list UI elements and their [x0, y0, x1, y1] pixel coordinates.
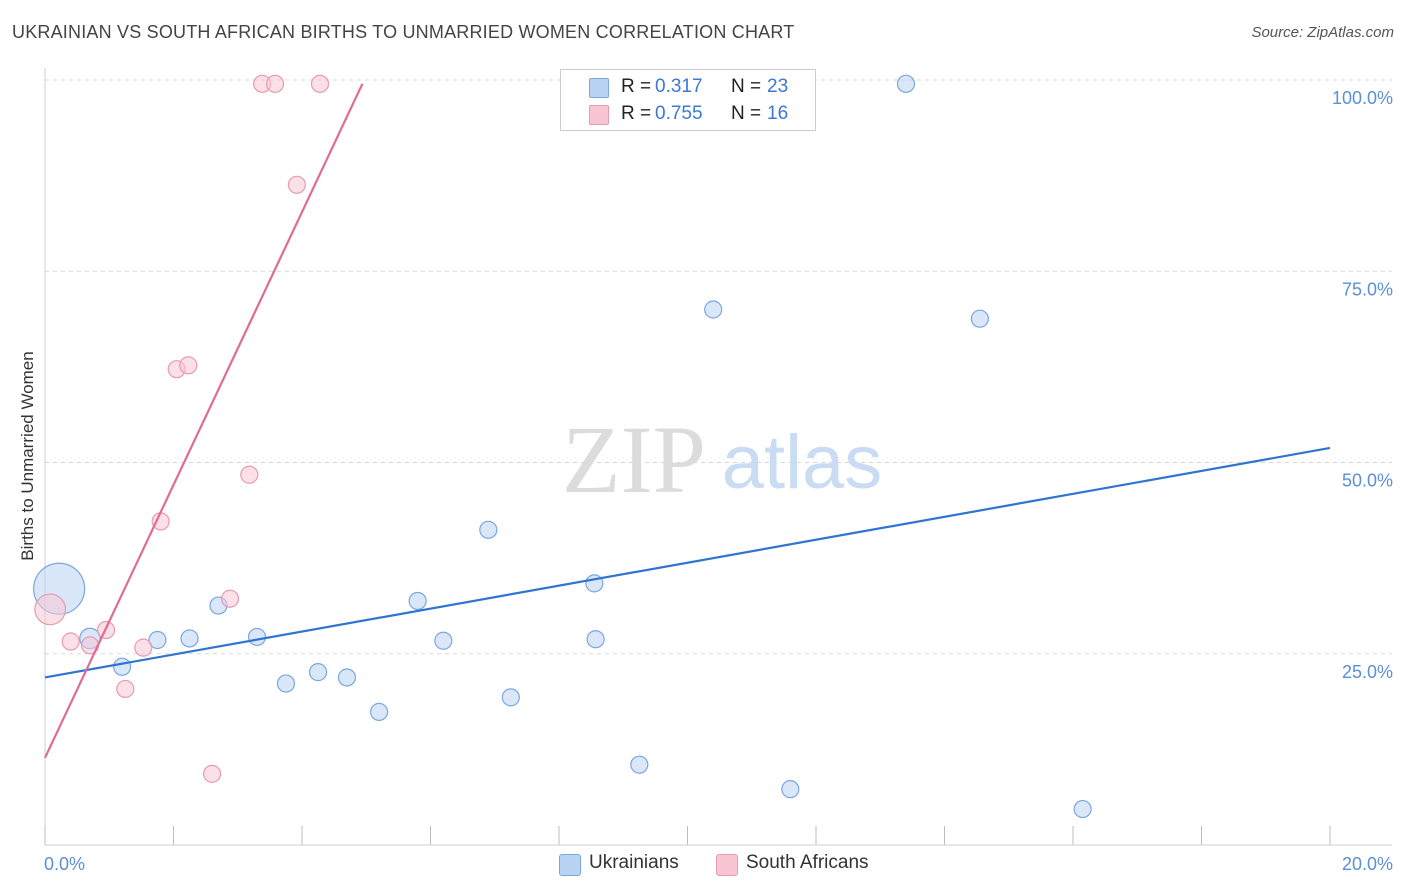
legend-row-south-africans: R = 0.755 N = 16	[561, 101, 815, 127]
ukrainian-point-7	[276, 674, 296, 693]
correlation-legend: R = 0.317 N = 23 R = 0.755 N = 16	[560, 69, 816, 131]
ukrainian-point-4	[180, 629, 199, 648]
ukrainian-trendline	[44, 446, 1331, 679]
legend-r-value: 0.755	[655, 103, 703, 124]
legend-n-value: 23	[767, 76, 789, 97]
axis-layer	[44, 68, 1392, 846]
south-african-point-1	[61, 632, 80, 651]
legend-swatch-ukrainians	[559, 854, 581, 876]
label-layer: 100.0% 75.0% 50.0% 25.0% 0.0% 20.0%	[44, 88, 1393, 874]
ukrainian-point-2	[112, 657, 132, 676]
x-tick-label-max: 20.0%	[1342, 854, 1393, 874]
y-tick-label-100: 100.0%	[1332, 88, 1393, 108]
trend-layer	[44, 83, 1331, 759]
legend-n-label: N =	[731, 103, 762, 124]
watermark-atlas: atlas	[722, 420, 883, 505]
legend-swatch-blue	[589, 78, 609, 98]
source-label: Source: ZipAtlas.com	[1251, 24, 1394, 41]
ukrainian-point-9	[337, 668, 357, 687]
south-african-trendline	[44, 83, 364, 759]
ukrainian-point-22	[1073, 799, 1092, 819]
south-african-point-15	[310, 74, 330, 93]
south-african-point-13	[265, 74, 285, 93]
legend-r-value: 0.317	[655, 76, 703, 97]
x-tick-label-min: 0.0%	[44, 854, 85, 874]
legend-row-ukrainians: R = 0.317 N = 23	[561, 74, 815, 100]
grid-layer	[45, 79, 1392, 655]
ukrainian-point-8	[308, 663, 328, 682]
south-african-point-11	[240, 465, 259, 484]
ukrainian-point-11	[408, 591, 427, 611]
points-layer	[33, 74, 1092, 819]
legend-swatch-south-africans	[716, 854, 738, 876]
south-african-point-10	[220, 589, 240, 608]
south-african-point-0	[34, 593, 67, 626]
ukrainian-point-13	[479, 520, 498, 539]
ukrainian-point-6	[247, 627, 267, 647]
y-tick-label-25: 25.0%	[1342, 662, 1393, 682]
watermark: ZIP atlas	[562, 406, 882, 513]
legend-swatch-pink	[589, 105, 609, 125]
ukrainian-point-3	[148, 630, 167, 650]
ukrainian-point-21	[970, 309, 989, 328]
chart-title: UKRAINIAN VS SOUTH AFRICAN BIRTHS TO UNM…	[12, 22, 795, 42]
legend-r-label: R =	[621, 103, 652, 124]
south-african-point-8	[179, 356, 198, 375]
ukrainian-point-20	[896, 74, 916, 93]
ukrainian-point-18	[704, 300, 723, 319]
ukrainian-point-19	[781, 780, 800, 799]
legend-label-south-africans: South Africans	[746, 852, 869, 873]
ukrainian-point-17	[630, 755, 649, 774]
south-african-point-5	[134, 638, 153, 657]
south-african-point-4	[116, 679, 135, 699]
y-tick-label-75: 75.0%	[1342, 279, 1393, 299]
south-african-point-14	[287, 175, 306, 194]
south-african-point-9	[202, 764, 222, 783]
watermark-zip: ZIP	[562, 406, 706, 513]
ukrainian-point-16	[586, 630, 605, 649]
ukrainian-point-14	[501, 688, 520, 707]
legend-label-ukrainians: Ukrainians	[589, 852, 679, 873]
legend-r-label: R =	[621, 76, 652, 97]
legend-n-label: N =	[731, 76, 762, 97]
ukrainian-point-10	[370, 702, 389, 721]
y-tick-label-50: 50.0%	[1342, 471, 1393, 491]
legend-n-value: 16	[767, 103, 789, 124]
ukrainian-point-12	[434, 631, 453, 650]
series-legend: Ukrainians South Africans	[0, 852, 1406, 878]
